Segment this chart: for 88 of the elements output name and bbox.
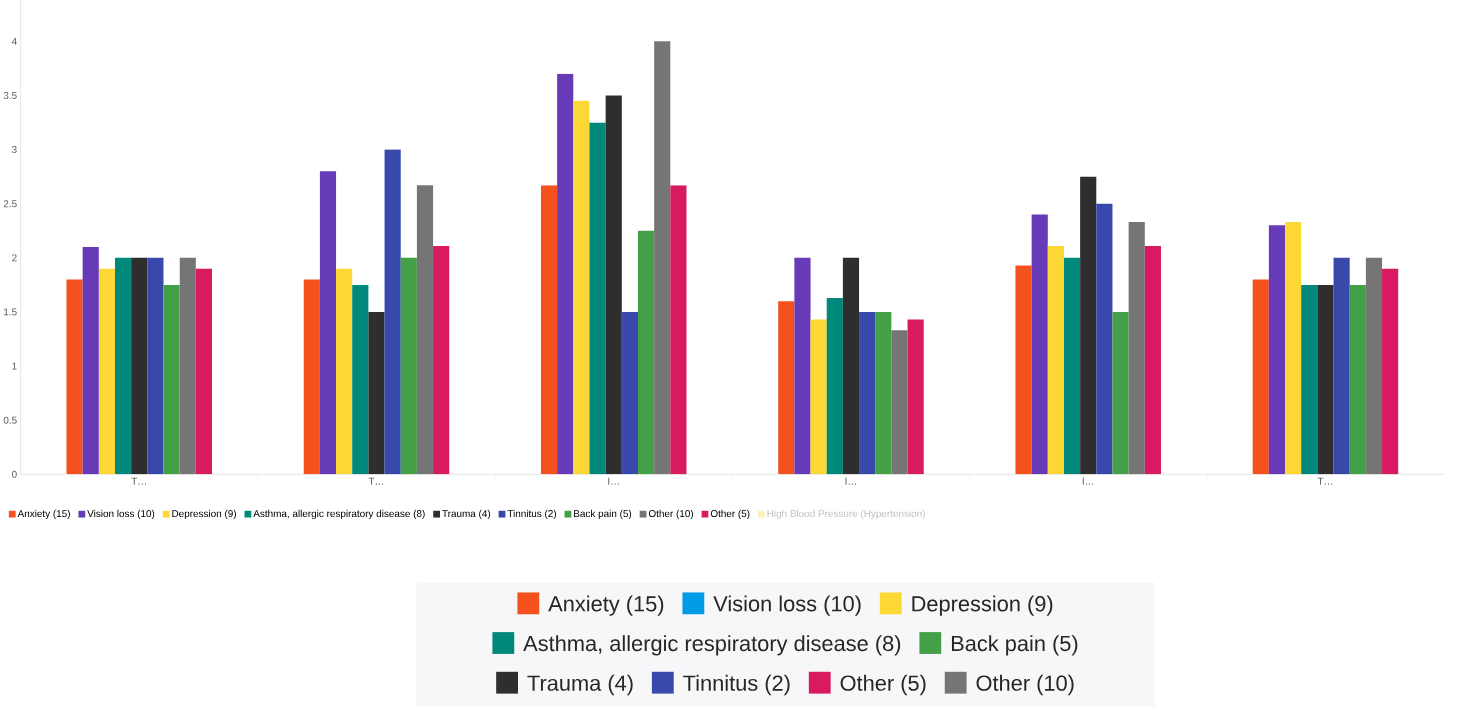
bar bbox=[875, 311, 892, 475]
bar bbox=[1128, 221, 1145, 475]
bar bbox=[336, 268, 353, 475]
bar bbox=[1382, 268, 1399, 475]
bar bbox=[179, 257, 196, 475]
bar bbox=[670, 185, 687, 475]
y-tick-label: 1.5 bbox=[4, 308, 17, 316]
x-tick-label: I… bbox=[845, 477, 856, 485]
bar bbox=[1301, 284, 1318, 475]
bar bbox=[1333, 257, 1350, 475]
bar bbox=[573, 100, 590, 475]
bar bbox=[540, 185, 558, 475]
bar bbox=[433, 245, 450, 475]
bar bbox=[147, 257, 164, 475]
bar bbox=[1365, 257, 1383, 475]
x-tick-label: T… bbox=[131, 477, 146, 485]
bar bbox=[1317, 284, 1334, 475]
bar bbox=[842, 257, 860, 475]
y-tick-label: 2.5 bbox=[3, 200, 17, 208]
category-label: Tinnitus (2) bbox=[683, 674, 790, 696]
bar bbox=[400, 257, 417, 475]
bar bbox=[589, 122, 606, 475]
bar bbox=[1080, 176, 1097, 475]
legend-label: Vision loss (10) bbox=[87, 509, 155, 519]
bar bbox=[319, 171, 337, 475]
y-tick-label: 0.5 bbox=[3, 416, 17, 424]
bar bbox=[810, 319, 827, 475]
bar bbox=[368, 311, 385, 475]
bar bbox=[1349, 284, 1366, 475]
legend-label: Tinnitus (2) bbox=[507, 509, 556, 519]
y-tick-label: 3.5 bbox=[3, 91, 17, 99]
y-tick-label: 0 bbox=[11, 470, 17, 478]
x-tick-label: T… bbox=[368, 477, 384, 485]
legend-label: Back pain (5) bbox=[574, 509, 632, 519]
x-tick-label: T… bbox=[1317, 477, 1333, 485]
bar bbox=[907, 319, 924, 475]
bar bbox=[1031, 214, 1048, 475]
x-tick-label: I… bbox=[608, 477, 619, 485]
legend-label: Other (5) bbox=[710, 509, 750, 519]
legend-label: Anxiety (15) bbox=[17, 509, 70, 519]
y-tick-label: 4 bbox=[11, 37, 17, 45]
bar bbox=[1285, 221, 1302, 475]
category-label: Asthma, allergic respiratory disease (8) bbox=[523, 635, 901, 656]
bar bbox=[859, 311, 876, 475]
bar bbox=[163, 284, 180, 475]
category-label: Depression (9) bbox=[912, 595, 1053, 616]
category-label: Other (5) bbox=[840, 674, 926, 696]
legend-label: Asthma, allergic respiratory disease (8) bbox=[253, 509, 425, 519]
bar bbox=[621, 311, 638, 475]
legend-label: Depression (9) bbox=[172, 509, 236, 519]
bar bbox=[1252, 279, 1269, 475]
bar bbox=[98, 268, 115, 475]
legend-label: High Blood Pressure (Hypertension) bbox=[767, 509, 925, 519]
bar bbox=[637, 230, 655, 475]
category-label: Anxiety (15) bbox=[548, 595, 664, 616]
bar bbox=[778, 301, 795, 475]
bar bbox=[1144, 245, 1161, 475]
category-label: Back pain (5) bbox=[951, 635, 1078, 656]
bar bbox=[891, 330, 908, 475]
bar bbox=[114, 257, 132, 475]
category-label: Trauma (4) bbox=[527, 674, 633, 696]
y-tick-label: 2 bbox=[12, 254, 17, 262]
bar bbox=[557, 73, 574, 475]
x-tick-label: I… bbox=[1082, 477, 1094, 485]
bar bbox=[66, 279, 83, 475]
bar bbox=[1047, 245, 1064, 475]
category-label: Vision loss (10) bbox=[713, 595, 861, 616]
bar bbox=[82, 246, 99, 475]
legend-label: Trauma (4) bbox=[442, 509, 491, 519]
bar bbox=[195, 268, 212, 475]
bar bbox=[826, 297, 843, 475]
y-tick-label: 3 bbox=[11, 145, 17, 153]
bar bbox=[384, 149, 401, 475]
bar bbox=[1015, 265, 1032, 475]
legend-label: Other (10) bbox=[648, 509, 694, 519]
bar bbox=[1063, 257, 1081, 475]
bar bbox=[605, 95, 622, 475]
bar bbox=[1112, 311, 1129, 475]
bar bbox=[131, 257, 148, 475]
bar bbox=[416, 185, 434, 475]
category-label: Other (10) bbox=[976, 674, 1074, 696]
bar bbox=[352, 284, 369, 475]
bar bbox=[1268, 225, 1286, 475]
bar bbox=[1096, 203, 1113, 475]
bar bbox=[794, 257, 811, 475]
bar bbox=[303, 279, 320, 475]
bar bbox=[654, 41, 671, 475]
y-tick-label: 1 bbox=[12, 362, 17, 370]
